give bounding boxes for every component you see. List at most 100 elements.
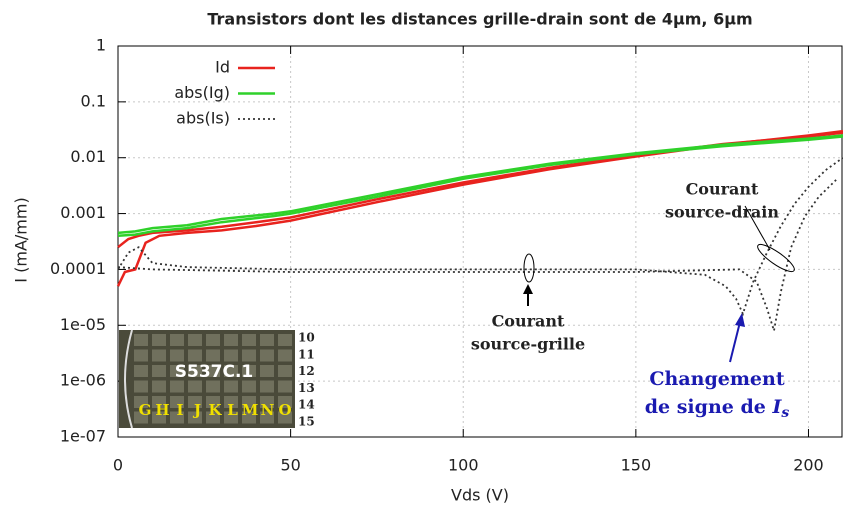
arrow-head <box>523 284 533 294</box>
inset-die <box>260 334 274 346</box>
inset-die <box>206 396 220 408</box>
inset-die <box>170 334 184 346</box>
y-axis-label: I (mA/mm) <box>12 197 31 282</box>
annotation-ellipse <box>523 253 535 283</box>
inset-die <box>242 380 256 393</box>
inset-die <box>188 380 202 393</box>
annotation-arrow <box>729 321 741 363</box>
inset-die <box>224 380 238 393</box>
inset-die <box>224 411 238 424</box>
inset-die <box>278 349 292 362</box>
inset-die <box>260 380 274 393</box>
x-tick-label: 100 <box>448 456 479 475</box>
arrow-head <box>735 313 745 327</box>
inset-label: S537C.1 <box>175 362 254 382</box>
y-tick-label: 0.0001 <box>50 259 106 278</box>
x-tick-label: 50 <box>280 456 300 475</box>
annotation-subscript: s <box>781 405 789 421</box>
y-tick-label: 1e-05 <box>60 315 106 334</box>
inset-die <box>152 396 166 408</box>
inset-die <box>170 365 184 377</box>
annotation: Courant <box>686 180 759 199</box>
inset-column: J <box>192 401 201 419</box>
y-tick-label: 0.001 <box>60 203 106 222</box>
inset-die <box>206 411 220 424</box>
inset-die <box>242 411 256 424</box>
inset-die <box>206 380 220 393</box>
x-tick-label: 0 <box>113 456 123 475</box>
inset-die <box>188 365 202 377</box>
y-tick-label: 0.1 <box>81 91 106 110</box>
inset-die <box>188 396 202 408</box>
inset-column: N <box>261 401 275 419</box>
inset-die <box>170 349 184 362</box>
inset-row: 12 <box>298 364 315 378</box>
inset-die <box>152 411 166 424</box>
inset-row: 15 <box>298 415 315 429</box>
inset-edge <box>124 329 133 429</box>
x-tick-label: 150 <box>621 456 652 475</box>
inset-column: I <box>176 401 183 419</box>
inset-die <box>278 396 292 408</box>
inset-die <box>188 411 202 424</box>
inset-die <box>278 365 292 377</box>
annotation-arrow <box>744 205 771 251</box>
data-line <box>117 179 837 331</box>
data-line <box>117 135 843 238</box>
inset-row: 14 <box>298 398 315 412</box>
annotation: source-drain <box>665 203 779 222</box>
annotation: Courant <box>492 312 565 331</box>
inset-die <box>170 411 184 424</box>
inset-die <box>134 396 148 408</box>
inset-die <box>278 380 292 393</box>
annotation: Changement <box>649 368 784 390</box>
inset-die <box>152 349 166 362</box>
inset-die <box>206 334 220 346</box>
annotation-ellipse <box>757 243 795 273</box>
annotation-symbol: I <box>771 396 782 418</box>
inset-row: 10 <box>298 331 315 345</box>
inset-die <box>242 365 256 377</box>
inset-die <box>134 380 148 393</box>
inset-die <box>134 365 148 377</box>
y-tick-label: 1 <box>96 36 106 55</box>
inset-die <box>170 380 184 393</box>
y-tick-label: 1e-07 <box>60 427 106 446</box>
annotation: de signe de Is <box>645 396 790 421</box>
inset-die <box>224 365 238 377</box>
inset-row: 13 <box>298 381 315 395</box>
inset-die <box>152 334 166 346</box>
chart-title: Transistors dont les distances grille-dr… <box>207 10 752 29</box>
y-tick-label: 1e-06 <box>60 371 106 390</box>
inset-die <box>170 396 184 408</box>
inset-die <box>242 349 256 362</box>
inset-die <box>152 365 166 377</box>
inset-die <box>134 334 148 346</box>
inset-die <box>260 396 274 408</box>
inset-die <box>206 365 220 377</box>
inset-column: H <box>155 401 169 419</box>
inset-die <box>134 411 148 424</box>
inset-column: G <box>139 401 152 419</box>
legend-label: abs(Ig) <box>174 83 230 102</box>
legend-label: Id <box>215 58 230 77</box>
inset-die <box>206 349 220 362</box>
inset-column: K <box>208 401 222 419</box>
inset-die <box>152 380 166 393</box>
inset-die <box>188 349 202 362</box>
data-line <box>117 134 843 235</box>
inset-die <box>134 349 148 362</box>
inset-die <box>224 396 238 408</box>
inset-die <box>224 334 238 346</box>
inset-die <box>260 365 274 377</box>
inset-die <box>278 411 292 424</box>
inset-row: 11 <box>298 347 315 361</box>
inset-die <box>242 396 256 408</box>
x-axis-label: Vds (V) <box>451 486 509 505</box>
inset-column: O <box>278 401 291 419</box>
inset-die <box>260 411 274 424</box>
inset-die <box>188 334 202 346</box>
plot-frame <box>117 45 843 438</box>
inset-die <box>224 349 238 362</box>
